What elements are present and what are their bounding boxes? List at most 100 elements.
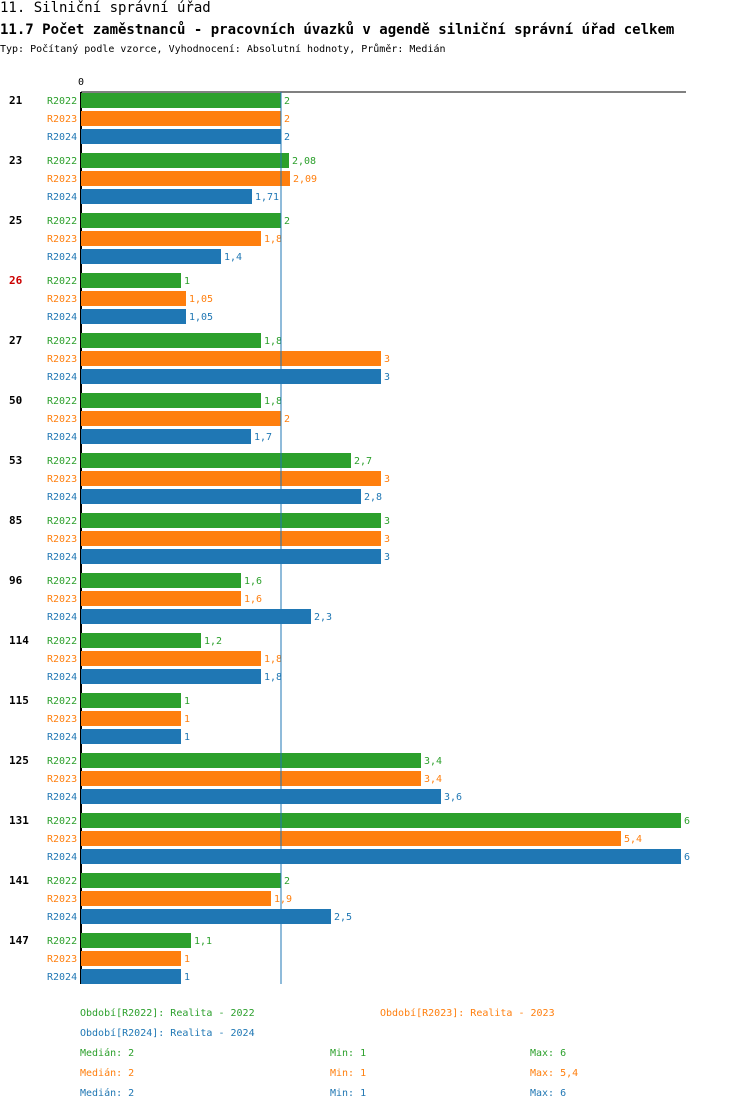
value-label-53-r2022: 2,7	[354, 456, 372, 467]
bar-25-r2024	[81, 249, 221, 264]
category-label-115: 115	[9, 694, 29, 707]
series-label-115-r2024: R2024	[47, 732, 77, 743]
series-label-21-r2022: R2022	[47, 96, 77, 107]
series-label-131-r2023: R2023	[47, 834, 77, 845]
legend-period-r2024: Období[R2024]: Realita - 2024	[80, 1028, 255, 1039]
series-label-115-r2022: R2022	[47, 696, 77, 707]
bar-147-r2024	[81, 969, 181, 984]
series-label-23-r2024: R2024	[47, 192, 77, 203]
series-label-147-r2023: R2023	[47, 954, 77, 965]
value-label-23-r2023: 2,09	[293, 174, 317, 185]
legend-median-r2022: Medián: 2	[80, 1048, 135, 1059]
value-label-27-r2023: 3	[384, 354, 390, 365]
category-label-50: 50	[9, 394, 22, 407]
value-label-50-r2023: 2	[284, 414, 290, 425]
value-label-115-r2024: 1	[184, 732, 190, 743]
category-label-23: 23	[9, 154, 22, 167]
category-label-85: 85	[9, 514, 22, 527]
value-label-141-r2022: 2	[284, 876, 290, 887]
series-label-23-r2022: R2022	[47, 156, 77, 167]
bar-125-r2023	[81, 771, 421, 786]
bar-21-r2022	[81, 93, 281, 108]
legend-max-r2024: Max: 6	[530, 1088, 567, 1099]
series-label-147-r2024: R2024	[47, 972, 77, 983]
bar-25-r2022	[81, 213, 281, 228]
bar-96-r2023	[81, 591, 241, 606]
value-label-141-r2024: 2,5	[334, 912, 352, 923]
series-label-131-r2022: R2022	[47, 816, 77, 827]
series-label-85-r2023: R2023	[47, 534, 77, 545]
bar-85-r2023	[81, 531, 381, 546]
category-label-131: 131	[9, 814, 29, 827]
bar-26-r2023	[81, 291, 186, 306]
value-label-25-r2024: 1,4	[224, 252, 242, 263]
series-label-21-r2023: R2023	[47, 114, 77, 125]
bar-50-r2023	[81, 411, 281, 426]
bar-96-r2022	[81, 573, 241, 588]
bar-21-r2023	[81, 111, 281, 126]
legend-min-r2022: Min: 1	[330, 1048, 367, 1059]
bar-85-r2024	[81, 549, 381, 564]
bar-115-r2023	[81, 711, 181, 726]
value-label-114-r2024: 1,8	[264, 672, 282, 683]
series-label-141-r2024: R2024	[47, 912, 77, 923]
legend-min-r2023: Min: 1	[330, 1068, 367, 1079]
series-label-125-r2022: R2022	[47, 756, 77, 767]
bar-141-r2024	[81, 909, 331, 924]
category-label-21: 21	[9, 94, 23, 107]
bar-131-r2024	[81, 849, 681, 864]
category-label-125: 125	[9, 754, 29, 767]
legend-median-r2024: Medián: 2	[80, 1088, 135, 1099]
category-label-26: 26	[9, 274, 23, 287]
series-label-147-r2022: R2022	[47, 936, 77, 947]
value-label-27-r2024: 3	[384, 372, 390, 383]
value-label-21-r2023: 2	[284, 114, 290, 125]
value-label-96-r2023: 1,6	[244, 594, 262, 605]
category-label-27: 27	[9, 334, 22, 347]
bar-147-r2023	[81, 951, 181, 966]
series-label-131-r2024: R2024	[47, 852, 77, 863]
bar-26-r2024	[81, 309, 186, 324]
series-label-27-r2024: R2024	[47, 372, 77, 383]
bar-53-r2024	[81, 489, 361, 504]
series-label-141-r2022: R2022	[47, 876, 77, 887]
series-label-141-r2023: R2023	[47, 894, 77, 905]
bar-114-r2024	[81, 669, 261, 684]
value-label-131-r2023: 5,4	[624, 834, 642, 845]
series-label-96-r2023: R2023	[47, 594, 77, 605]
series-label-96-r2022: R2022	[47, 576, 77, 587]
value-label-96-r2024: 2,3	[314, 612, 332, 623]
value-label-125-r2024: 3,6	[444, 792, 462, 803]
page-heading: 11. Silniční správní úřad	[0, 0, 211, 16]
value-label-27-r2022: 1,8	[264, 336, 282, 347]
legend-min-r2024: Min: 1	[330, 1088, 367, 1099]
value-label-125-r2022: 3,4	[424, 756, 442, 767]
bar-125-r2022	[81, 753, 421, 768]
value-label-125-r2023: 3,4	[424, 774, 442, 785]
series-label-114-r2023: R2023	[47, 654, 77, 665]
bar-141-r2022	[81, 873, 281, 888]
value-label-26-r2022: 1	[184, 276, 190, 287]
bar-27-r2022	[81, 333, 261, 348]
series-label-96-r2024: R2024	[47, 612, 77, 623]
bar-115-r2024	[81, 729, 181, 744]
series-label-53-r2024: R2024	[47, 492, 77, 503]
bar-50-r2022	[81, 393, 261, 408]
value-label-114-r2022: 1,2	[204, 636, 222, 647]
series-label-53-r2023: R2023	[47, 474, 77, 485]
series-label-50-r2022: R2022	[47, 396, 77, 407]
value-label-21-r2022: 2	[284, 96, 290, 107]
legend-max-r2022: Max: 6	[530, 1048, 567, 1059]
series-label-27-r2023: R2023	[47, 354, 77, 365]
value-label-141-r2023: 1,9	[274, 894, 292, 905]
series-label-25-r2023: R2023	[47, 234, 77, 245]
bar-85-r2022	[81, 513, 381, 528]
chart-title: 11.7 Počet zaměstnanců - pracovních úvaz…	[0, 22, 675, 38]
series-label-26-r2023: R2023	[47, 294, 77, 305]
category-label-114: 114	[9, 634, 29, 647]
value-label-131-r2022: 6	[684, 816, 690, 827]
category-label-96: 96	[9, 574, 23, 587]
value-label-53-r2024: 2,8	[364, 492, 382, 503]
bar-53-r2023	[81, 471, 381, 486]
value-label-26-r2024: 1,05	[189, 312, 213, 323]
